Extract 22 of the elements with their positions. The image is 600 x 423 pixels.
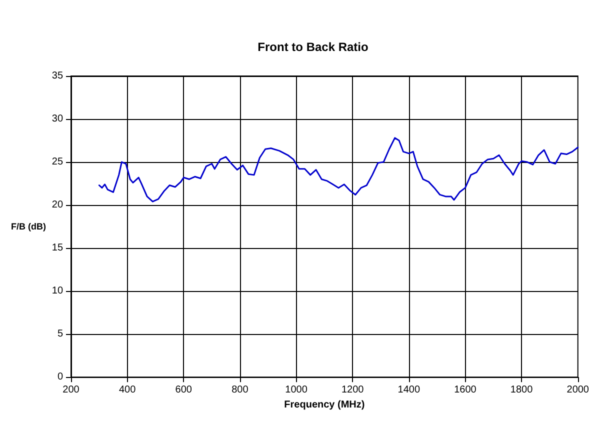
chart-title: Front to Back Ratio	[258, 40, 368, 54]
x-tick-label: 600	[175, 384, 192, 396]
x-tick-label: 1200	[341, 384, 364, 396]
x-tick-label: 400	[118, 384, 136, 396]
x-axis-title: Frequency (MHz)	[284, 400, 365, 410]
y-tick-label: 10	[52, 286, 64, 297]
x-tick-label: 1600	[454, 384, 477, 396]
y-tick-label: 5	[57, 328, 64, 340]
x-tick-label: 1000	[285, 384, 308, 396]
y-tick-label: 15	[52, 242, 64, 254]
y-axis-title: F/B (dB)	[10, 222, 46, 232]
x-tick-label: 2000	[566, 384, 590, 396]
line-series	[98, 137, 579, 202]
x-tick-label: 200	[62, 384, 80, 396]
x-tick-label: 1800	[510, 384, 534, 396]
y-tick-label: 35	[52, 70, 64, 82]
y-tick-label: 20	[52, 200, 64, 211]
y-tick-label: 30	[52, 114, 64, 125]
y-tick-label: 0	[57, 372, 64, 383]
y-tick-label: 25	[52, 156, 64, 168]
x-tick-label: 800	[232, 384, 249, 396]
x-tick-label: 1400	[398, 384, 420, 396]
